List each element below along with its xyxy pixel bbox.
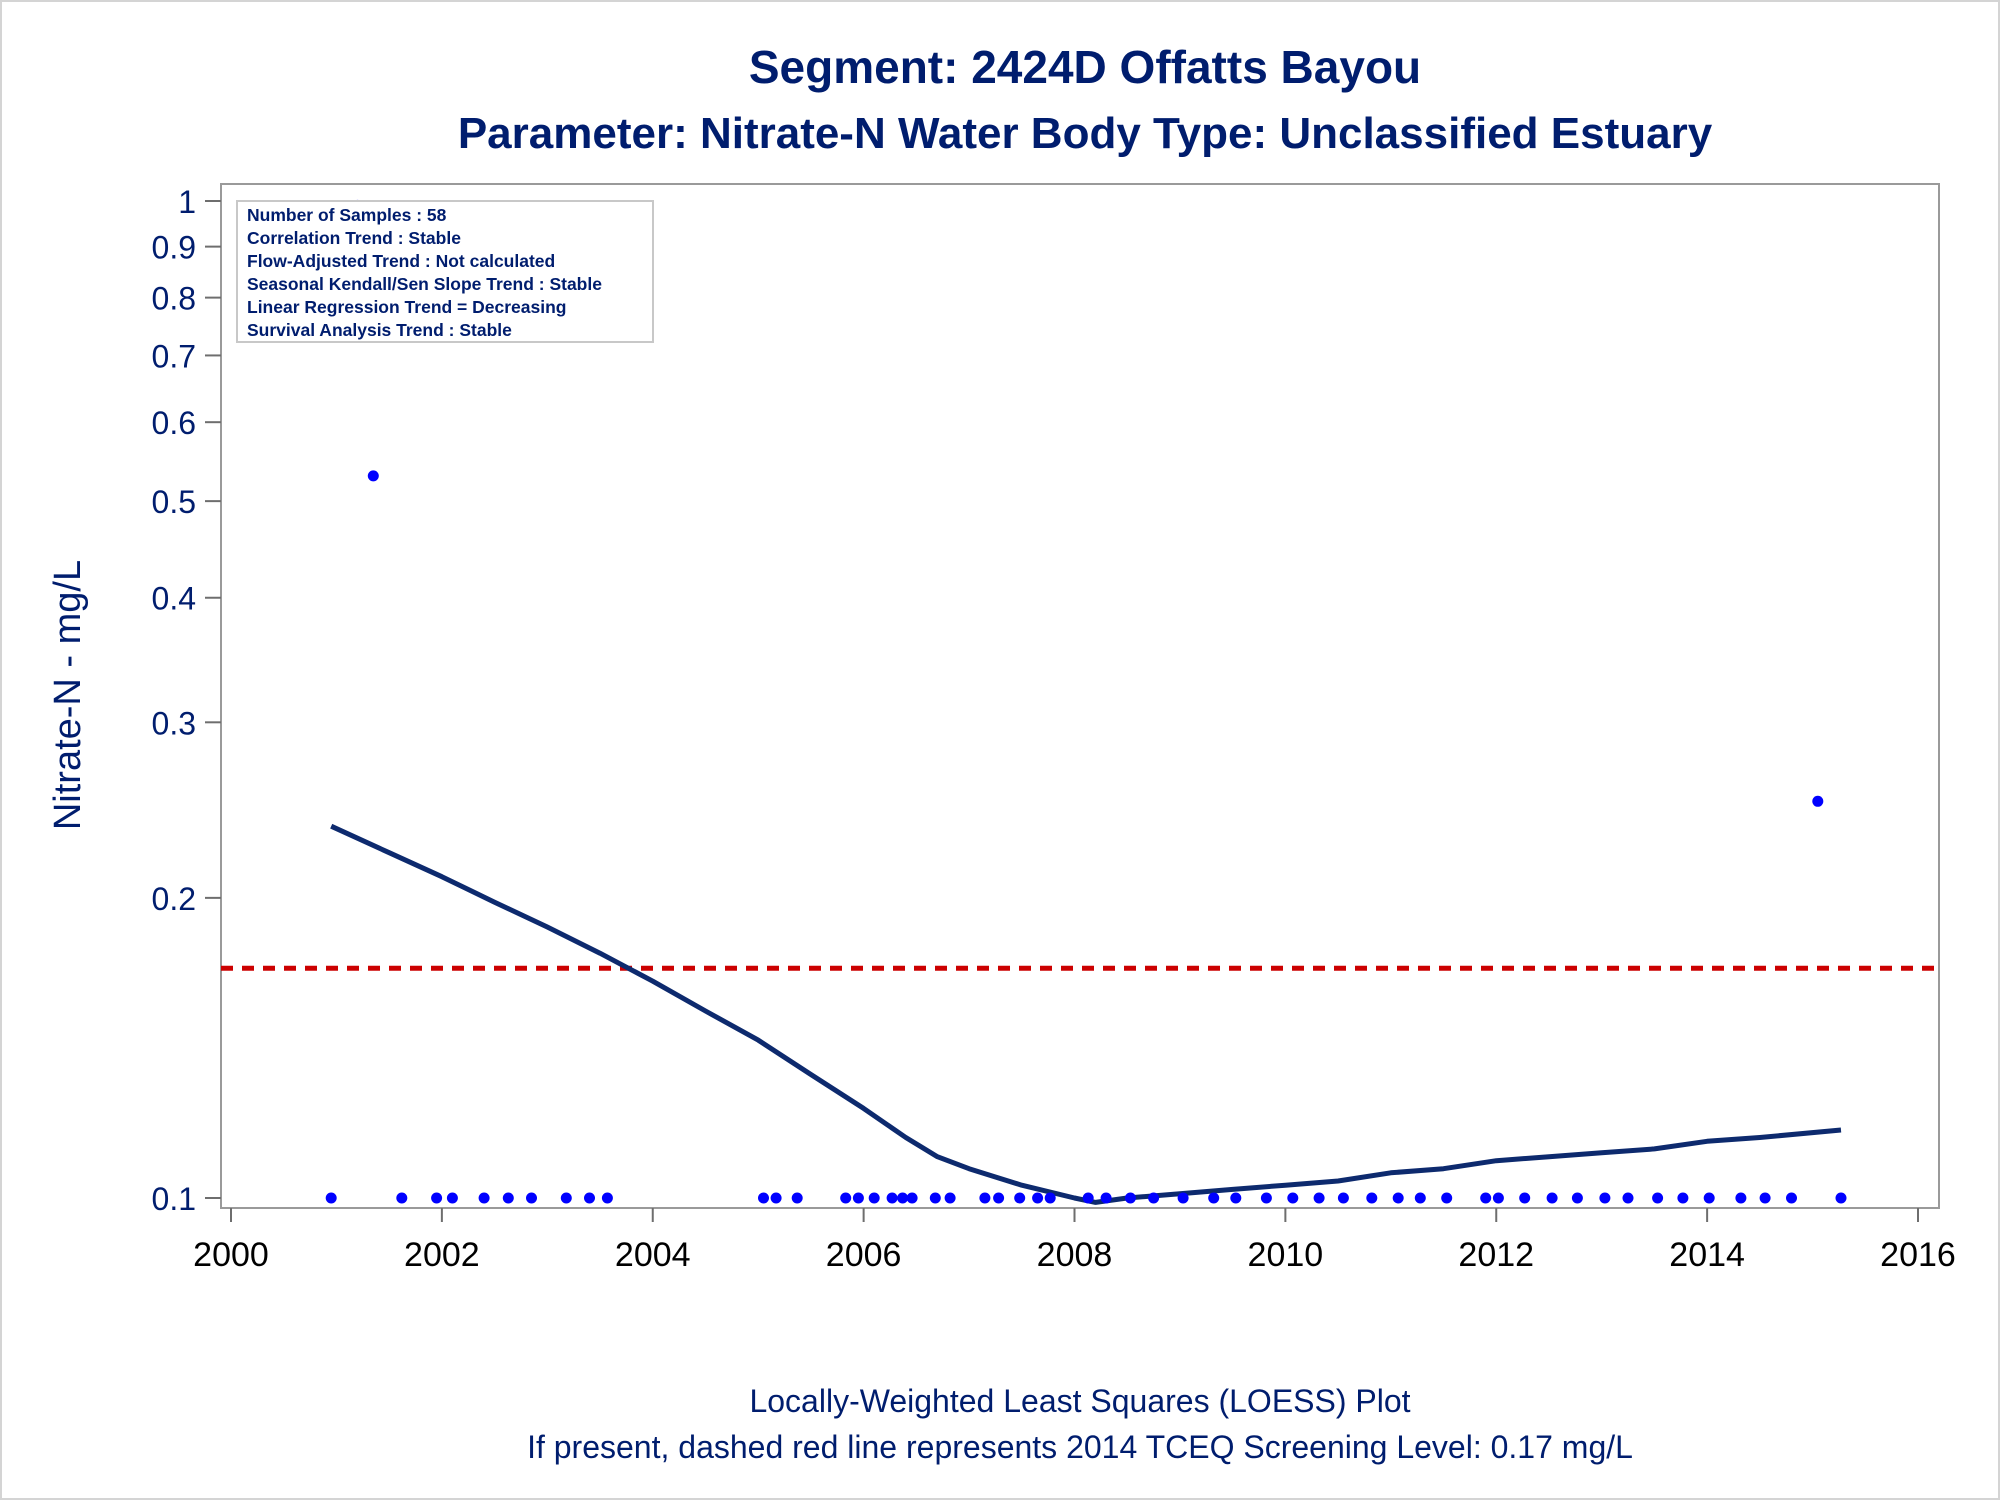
x-tick-label-5: 2010	[1248, 1236, 1324, 1274]
data-point-19	[897, 1192, 909, 1204]
data-point-12	[758, 1192, 769, 1204]
stat-flow-adjusted-trend: Flow-Adjusted Trend : Not calculated	[247, 251, 555, 271]
data-point-40	[1392, 1192, 1404, 1204]
y-tick-label-2: 0.3	[152, 705, 196, 741]
y-tick-label-9: 1	[178, 184, 196, 220]
data-point-0	[325, 1192, 337, 1204]
data-point-27	[1044, 1192, 1056, 1204]
stats-box: Number of Samples : 58 Correlation Trend…	[236, 200, 654, 343]
data-point-43	[1480, 1192, 1492, 1204]
x-tick-label-4: 2008	[1037, 1236, 1113, 1274]
stat-seasonal-kendall-trend: Seasonal Kendall/Sen Slope Trend : Stabl…	[247, 274, 602, 294]
data-point-33	[1208, 1192, 1220, 1204]
data-point-48	[1599, 1192, 1611, 1204]
data-point-14	[791, 1192, 803, 1204]
x-tick-label-2: 2004	[615, 1236, 691, 1274]
data-point-37	[1313, 1192, 1325, 1204]
plot-area-border	[220, 183, 1940, 1209]
data-point-2	[367, 470, 379, 482]
data-point-31	[1148, 1192, 1160, 1204]
stat-correlation-trend: Correlation Trend : Stable	[247, 228, 461, 248]
y-axis: 0.1 0.2 0.3 0.4 0.5 0.6 0.7 0.8 0.9 1	[152, 184, 221, 1217]
data-points	[325, 199, 1847, 1204]
data-point-13	[770, 1192, 782, 1204]
data-point-46	[1546, 1192, 1558, 1204]
data-point-6	[478, 1192, 490, 1204]
data-point-5	[446, 1192, 458, 1204]
data-point-30	[1124, 1192, 1136, 1204]
loess-curve	[330, 823, 1842, 1205]
data-point-25	[1014, 1192, 1026, 1204]
x-axis: 2000 2002 2004 2006 2008 2010 2012 2014 2016	[193, 1208, 1956, 1274]
x-tick-label-0: 2000	[193, 1236, 269, 1274]
data-point-51	[1677, 1192, 1689, 1204]
y-tick-label-7: 0.8	[152, 281, 196, 317]
data-point-36	[1287, 1192, 1299, 1204]
y-tick-label-8: 0.9	[152, 230, 196, 266]
x-tick-label-3: 2006	[826, 1236, 902, 1274]
data-point-52	[1703, 1192, 1715, 1204]
data-point-28	[1082, 1192, 1094, 1204]
y-tick-label-6: 0.7	[152, 338, 196, 374]
chart-subtitle: Parameter: Nitrate-N Water Body Type: Un…	[458, 109, 1713, 158]
data-point-39	[1366, 1192, 1378, 1204]
data-point-15	[840, 1192, 852, 1204]
data-point-42	[1441, 1192, 1453, 1204]
data-point-29	[1100, 1192, 1112, 1204]
y-tick-label-5: 0.6	[152, 405, 196, 441]
data-point-3	[396, 1192, 408, 1204]
data-point-53	[1735, 1192, 1747, 1204]
data-point-9	[560, 1192, 572, 1204]
y-tick-label-1: 0.2	[152, 881, 196, 917]
data-point-56	[1812, 795, 1824, 807]
x-tick-label-7: 2014	[1669, 1236, 1745, 1274]
chart-title: Segment: 2424D Offatts Bayou	[749, 41, 1421, 93]
x-tick-label-1: 2002	[404, 1236, 480, 1274]
x-tick-label-6: 2012	[1458, 1236, 1534, 1274]
data-point-34	[1230, 1192, 1242, 1204]
stat-survival-analysis-trend: Survival Analysis Trend : Stable	[247, 320, 512, 340]
data-point-45	[1519, 1192, 1531, 1204]
data-point-50	[1652, 1192, 1664, 1204]
data-point-17	[868, 1192, 880, 1204]
stats-box-border	[236, 200, 654, 343]
data-point-32	[1177, 1192, 1189, 1204]
data-point-44	[1492, 1192, 1504, 1204]
data-point-55	[1786, 1192, 1797, 1204]
footnote-screening-level: If present, dashed red line represents 2…	[527, 1429, 1633, 1465]
data-point-11	[601, 1192, 613, 1204]
y-axis-label: Nitrate-N - mg/L	[47, 560, 89, 830]
footnote-loess: Locally-Weighted Least Squares (LOESS) P…	[749, 1383, 1410, 1419]
data-point-4	[431, 1192, 443, 1204]
data-point-26	[1032, 1192, 1044, 1204]
data-point-57	[1835, 1192, 1847, 1204]
y-tick-label-3: 0.4	[152, 581, 196, 617]
data-point-18	[886, 1192, 898, 1204]
data-point-20	[906, 1192, 918, 1204]
data-point-10	[584, 1192, 595, 1204]
data-point-47	[1571, 1192, 1583, 1204]
y-tick-label-4: 0.5	[152, 484, 196, 520]
stat-linear-regression-trend: Linear Regression Trend = Decreasing	[247, 297, 567, 317]
data-point-23	[979, 1192, 991, 1204]
x-tick-label-8: 2016	[1880, 1236, 1956, 1274]
data-point-24	[993, 1192, 1005, 1204]
data-point-49	[1622, 1192, 1634, 1204]
data-point-8	[526, 1192, 537, 1204]
data-point-54	[1759, 1192, 1771, 1204]
data-point-35	[1260, 1192, 1272, 1204]
data-point-22	[944, 1192, 956, 1204]
data-point-21	[929, 1192, 941, 1204]
data-point-41	[1414, 1192, 1426, 1204]
data-point-38	[1337, 1192, 1349, 1204]
data-point-7	[502, 1192, 514, 1204]
data-point-16	[852, 1192, 864, 1204]
y-tick-label-0: 0.1	[152, 1181, 196, 1217]
stat-sample-count: Number of Samples : 58	[247, 205, 447, 225]
loess-line-group	[330, 823, 1842, 1205]
